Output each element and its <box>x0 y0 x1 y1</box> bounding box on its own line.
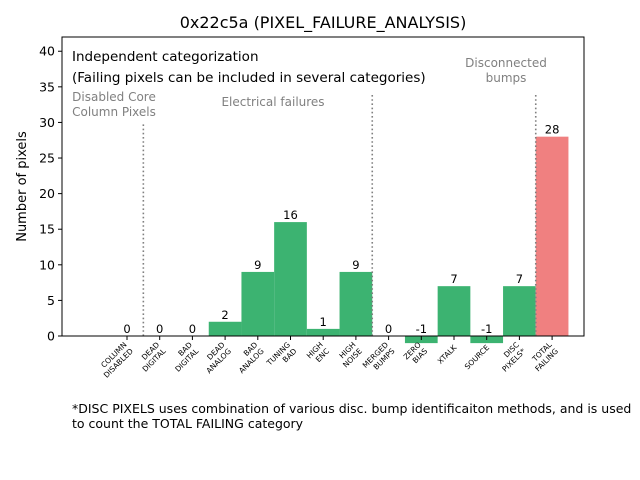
x-tick-label-6: HIGHENC <box>305 340 331 366</box>
x-tick-label-13: TOTALFAILING <box>527 340 561 374</box>
value-label-5: 16 <box>283 208 298 222</box>
x-tick-label-9: ZEROBIAS <box>402 340 430 368</box>
value-label-0: 0 <box>123 322 130 336</box>
group-label-0: Disabled Core Column Pixels <box>72 90 156 119</box>
bar-13 <box>535 136 569 336</box>
footnote-line-1: *DISC PIXELS uses combination of various… <box>72 401 632 416</box>
y-tick-label-2: 10 <box>39 257 55 272</box>
value-label-3: 2 <box>221 308 228 322</box>
bar-5 <box>274 222 307 336</box>
legend-line-2: (Failing pixels can be included in sever… <box>72 70 426 86</box>
x-tick-label-2: BADDIGITAL <box>167 340 201 374</box>
value-label-6: 1 <box>320 315 327 329</box>
y-tick-label-4: 20 <box>39 186 55 201</box>
x-tick-label-12: DISCPIXELS* <box>494 340 528 374</box>
value-label-13: 28 <box>545 123 560 137</box>
value-label-2: 0 <box>189 322 196 336</box>
x-tick-label-3: DEADANALOG <box>198 340 233 375</box>
pixel-failure-chart: 0x22c5a (PIXEL_FAILURE_ANALYSIS) 0 0 0 2 9 16 1… <box>15 13 585 380</box>
y-tick-label-6: 30 <box>39 115 55 130</box>
y-tick-label-7: 35 <box>39 79 55 94</box>
y-tick-label-8: 40 <box>39 44 55 59</box>
x-tick-label-1: DEADDIGITAL <box>134 340 168 374</box>
value-label-8: 0 <box>385 322 392 336</box>
x-tick-label-0: COLUMNDISABLED <box>95 340 135 380</box>
footnote-line-2: to count the TOTAL FAILING category <box>72 416 304 431</box>
y-tick-label-0: 0 <box>47 329 55 344</box>
y-tick-label-5: 25 <box>39 151 55 166</box>
value-label-11: -1 <box>481 322 492 336</box>
value-label-9: -1 <box>416 322 427 336</box>
group-label-2: Disconnected bumps <box>465 56 547 85</box>
bar-6 <box>306 328 340 336</box>
chart-title: 0x22c5a (PIXEL_FAILURE_ANALYSIS) <box>180 13 467 33</box>
value-label-12: 7 <box>516 272 523 286</box>
group-label-1: Electrical failures <box>221 95 324 109</box>
x-tick-label-7: HIGHNOISE <box>335 340 364 369</box>
value-label-1: 0 <box>156 322 163 336</box>
legend-line-1: Independent categorization <box>72 49 259 65</box>
y-tick-label-1: 5 <box>47 293 55 308</box>
bar-12 <box>503 286 536 336</box>
value-label-7: 9 <box>352 258 359 272</box>
x-tick-label-4: BADANALOG <box>231 340 266 375</box>
y-axis-label: Number of pixels <box>15 131 30 242</box>
bar-4 <box>241 271 275 336</box>
value-label-10: 7 <box>450 272 457 286</box>
x-tick-label-5: TUNINGBAD <box>264 340 298 374</box>
bar-3 <box>208 321 242 336</box>
x-tick-label-8: MERGEDBUMPS <box>361 340 397 376</box>
y-tick-label-3: 15 <box>39 222 55 237</box>
x-tick-label-10: XTALK <box>436 342 460 366</box>
value-label-4: 9 <box>254 258 261 272</box>
bar-7 <box>339 271 373 336</box>
footnote: *DISC PIXELS uses combination of various… <box>72 401 638 431</box>
bar-10 <box>437 286 471 336</box>
x-tick-label-11: SOURCE <box>463 343 491 371</box>
